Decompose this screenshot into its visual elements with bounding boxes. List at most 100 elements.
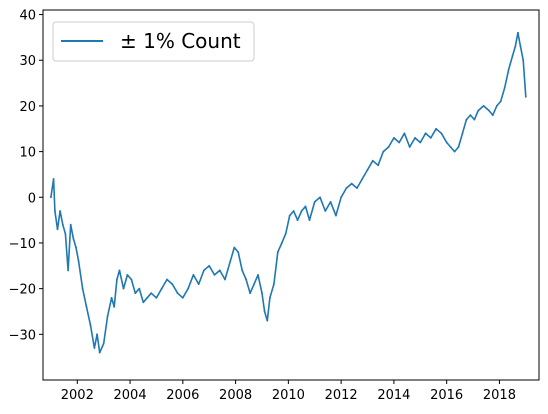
data-point xyxy=(187,287,190,290)
data-point xyxy=(116,278,118,281)
data-point xyxy=(142,301,145,304)
data-point xyxy=(469,114,472,116)
data-point xyxy=(192,274,195,276)
data-point xyxy=(308,219,311,222)
data-point xyxy=(85,306,88,308)
plot-frame xyxy=(42,9,540,381)
data-point xyxy=(56,228,59,231)
data-point xyxy=(213,274,216,276)
data-point xyxy=(393,137,395,139)
x-axis: 2002 2004 2006 2008 2010 2012 2014 2016 2018 xyxy=(61,380,516,403)
data-point xyxy=(122,287,125,290)
y-tick-label: −20 xyxy=(9,283,36,298)
data-point xyxy=(288,214,291,217)
data-point xyxy=(304,205,307,208)
data-point xyxy=(488,109,490,112)
data-point xyxy=(96,333,98,336)
data-point xyxy=(319,196,321,199)
data-point xyxy=(72,237,75,240)
data-point xyxy=(130,278,133,281)
data-point xyxy=(263,310,266,313)
data-point xyxy=(382,150,385,153)
x-tick-label: 2016 xyxy=(430,388,463,403)
data-point xyxy=(155,296,158,299)
data-point xyxy=(166,278,168,281)
data-point xyxy=(50,196,52,199)
data-point xyxy=(81,287,84,290)
data-point xyxy=(491,114,494,116)
data-point xyxy=(507,68,510,71)
data-point xyxy=(435,127,437,130)
data-point xyxy=(324,210,327,212)
data-point xyxy=(440,132,443,135)
data-point xyxy=(514,45,517,48)
data-point xyxy=(67,269,69,272)
data-point xyxy=(266,319,269,322)
data-point xyxy=(203,269,205,272)
y-tick-label: −30 xyxy=(9,328,36,343)
data-point xyxy=(503,86,506,89)
x-tick-label: 2002 xyxy=(61,388,94,403)
data-point xyxy=(511,54,514,57)
data-point xyxy=(329,201,332,203)
data-point xyxy=(241,269,244,272)
data-point xyxy=(477,109,480,112)
data-point xyxy=(113,306,116,308)
data-point xyxy=(197,283,200,285)
data-point xyxy=(499,100,502,103)
data-point xyxy=(171,283,174,285)
data-point xyxy=(482,105,485,107)
data-point xyxy=(233,246,236,249)
data-point xyxy=(102,342,105,345)
data-point xyxy=(261,292,263,295)
data-point xyxy=(473,118,476,121)
data-point xyxy=(429,137,432,139)
data-point xyxy=(300,210,303,212)
data-point xyxy=(54,210,56,212)
x-tick-label: 2014 xyxy=(377,388,410,403)
data-point xyxy=(414,137,416,139)
data-point xyxy=(519,45,522,48)
data-point xyxy=(106,315,109,317)
data-point xyxy=(284,232,287,235)
data-point xyxy=(419,141,422,144)
data-point xyxy=(75,246,77,249)
data-point xyxy=(387,146,390,148)
data-point xyxy=(461,132,464,135)
data-point xyxy=(522,59,525,62)
data-point xyxy=(495,105,498,107)
data-point xyxy=(524,95,527,98)
x-tick-label: 2010 xyxy=(272,388,305,403)
data-point xyxy=(229,260,232,263)
data-point xyxy=(457,146,460,148)
data-point xyxy=(253,283,256,285)
data-point xyxy=(408,146,411,148)
data-point xyxy=(366,169,369,171)
data-point xyxy=(398,141,401,144)
data-point xyxy=(249,292,252,295)
x-tick-label: 2006 xyxy=(166,388,199,403)
data-point xyxy=(98,351,101,354)
data-point xyxy=(245,278,248,281)
data-point xyxy=(126,274,129,276)
data-point xyxy=(517,31,519,34)
y-tick-label: 40 xyxy=(19,9,36,24)
data-point xyxy=(160,287,163,290)
data-point xyxy=(208,264,211,267)
data-point xyxy=(257,274,259,276)
data-point xyxy=(150,292,153,295)
data-point xyxy=(273,283,275,285)
data-point xyxy=(403,132,406,135)
data-point xyxy=(465,118,468,121)
data-point xyxy=(69,223,72,226)
x-tick-label: 2012 xyxy=(325,388,358,403)
legend: ± 1% Count xyxy=(52,21,255,62)
data-point xyxy=(61,223,64,226)
legend-label: ± 1% Count xyxy=(120,29,241,53)
data-point xyxy=(118,269,121,272)
data-point xyxy=(52,178,55,180)
x-tick-label: 2018 xyxy=(483,388,516,403)
data-point xyxy=(361,178,364,180)
data-point xyxy=(93,347,96,349)
data-point xyxy=(350,182,353,185)
